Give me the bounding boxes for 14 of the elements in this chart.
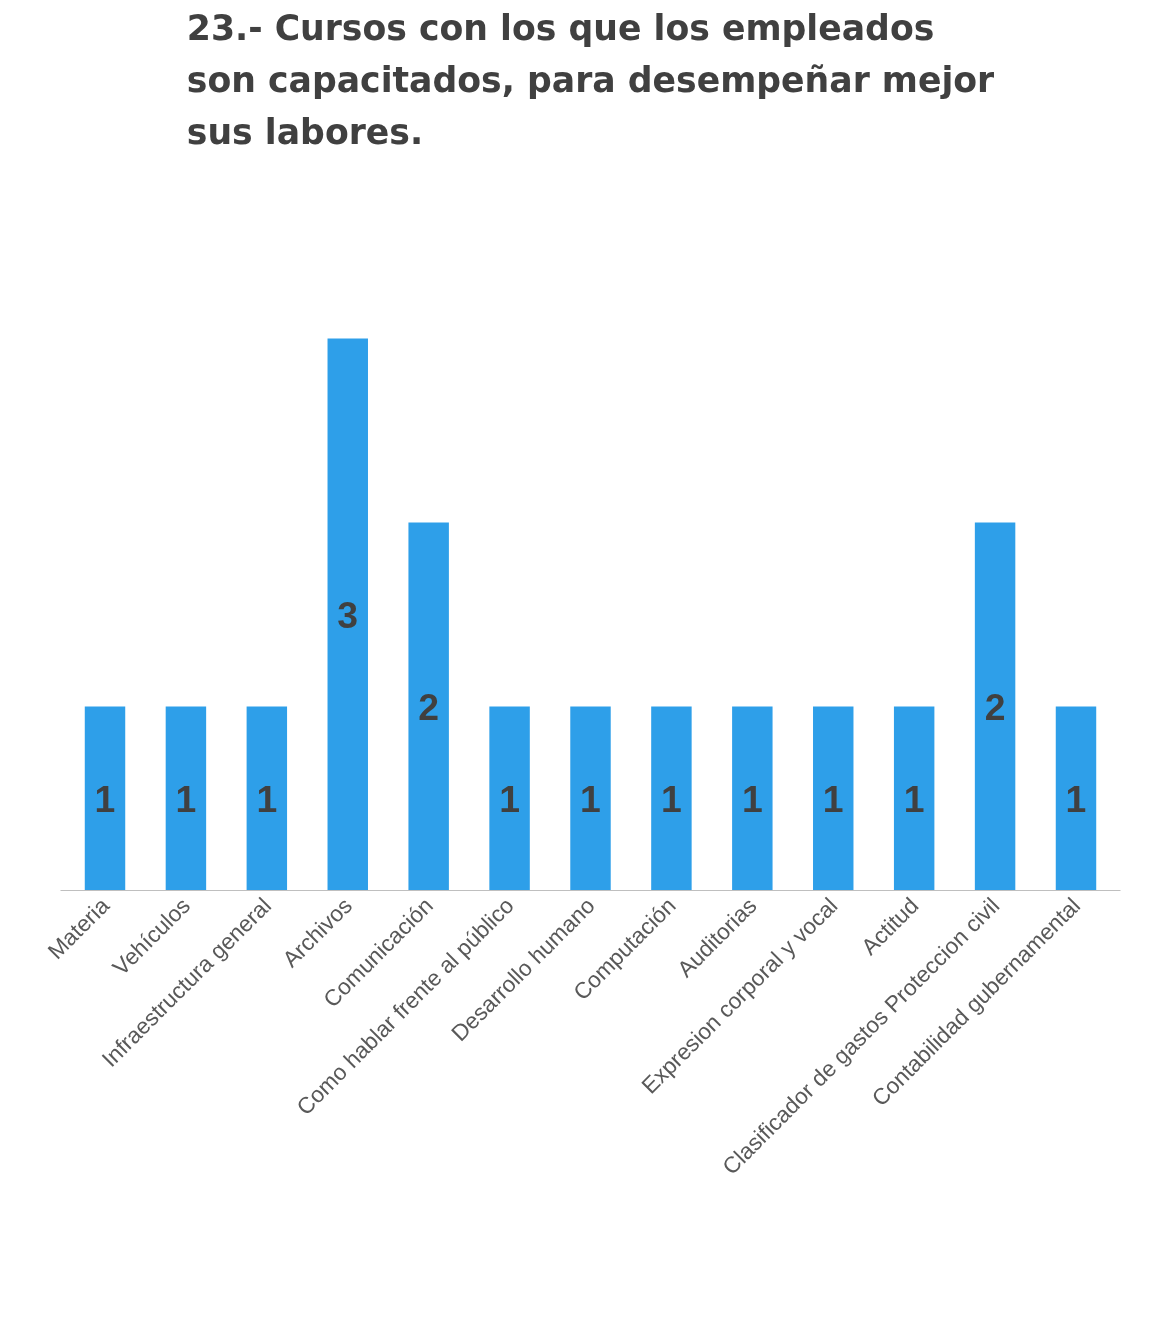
data-label: 1 <box>580 777 601 820</box>
chart-title: 23.- Cursos con los que los empleados son capacitados, para desempeñar mejor sus labores. <box>186 7 995 152</box>
data-label: 3 <box>337 593 359 636</box>
data-label: 2 <box>418 685 440 728</box>
data-label: 1 <box>256 777 278 820</box>
data-label: 1 <box>499 777 520 820</box>
data-label: 1 <box>94 777 116 820</box>
data-label: 2 <box>984 685 1006 728</box>
data-label: 1 <box>175 777 197 820</box>
data-label: 1 <box>822 777 844 820</box>
data-label: 1 <box>661 777 682 820</box>
data-label: 1 <box>1065 777 1087 820</box>
data-label: 1 <box>741 777 763 820</box>
data-label: 1 <box>903 777 925 820</box>
